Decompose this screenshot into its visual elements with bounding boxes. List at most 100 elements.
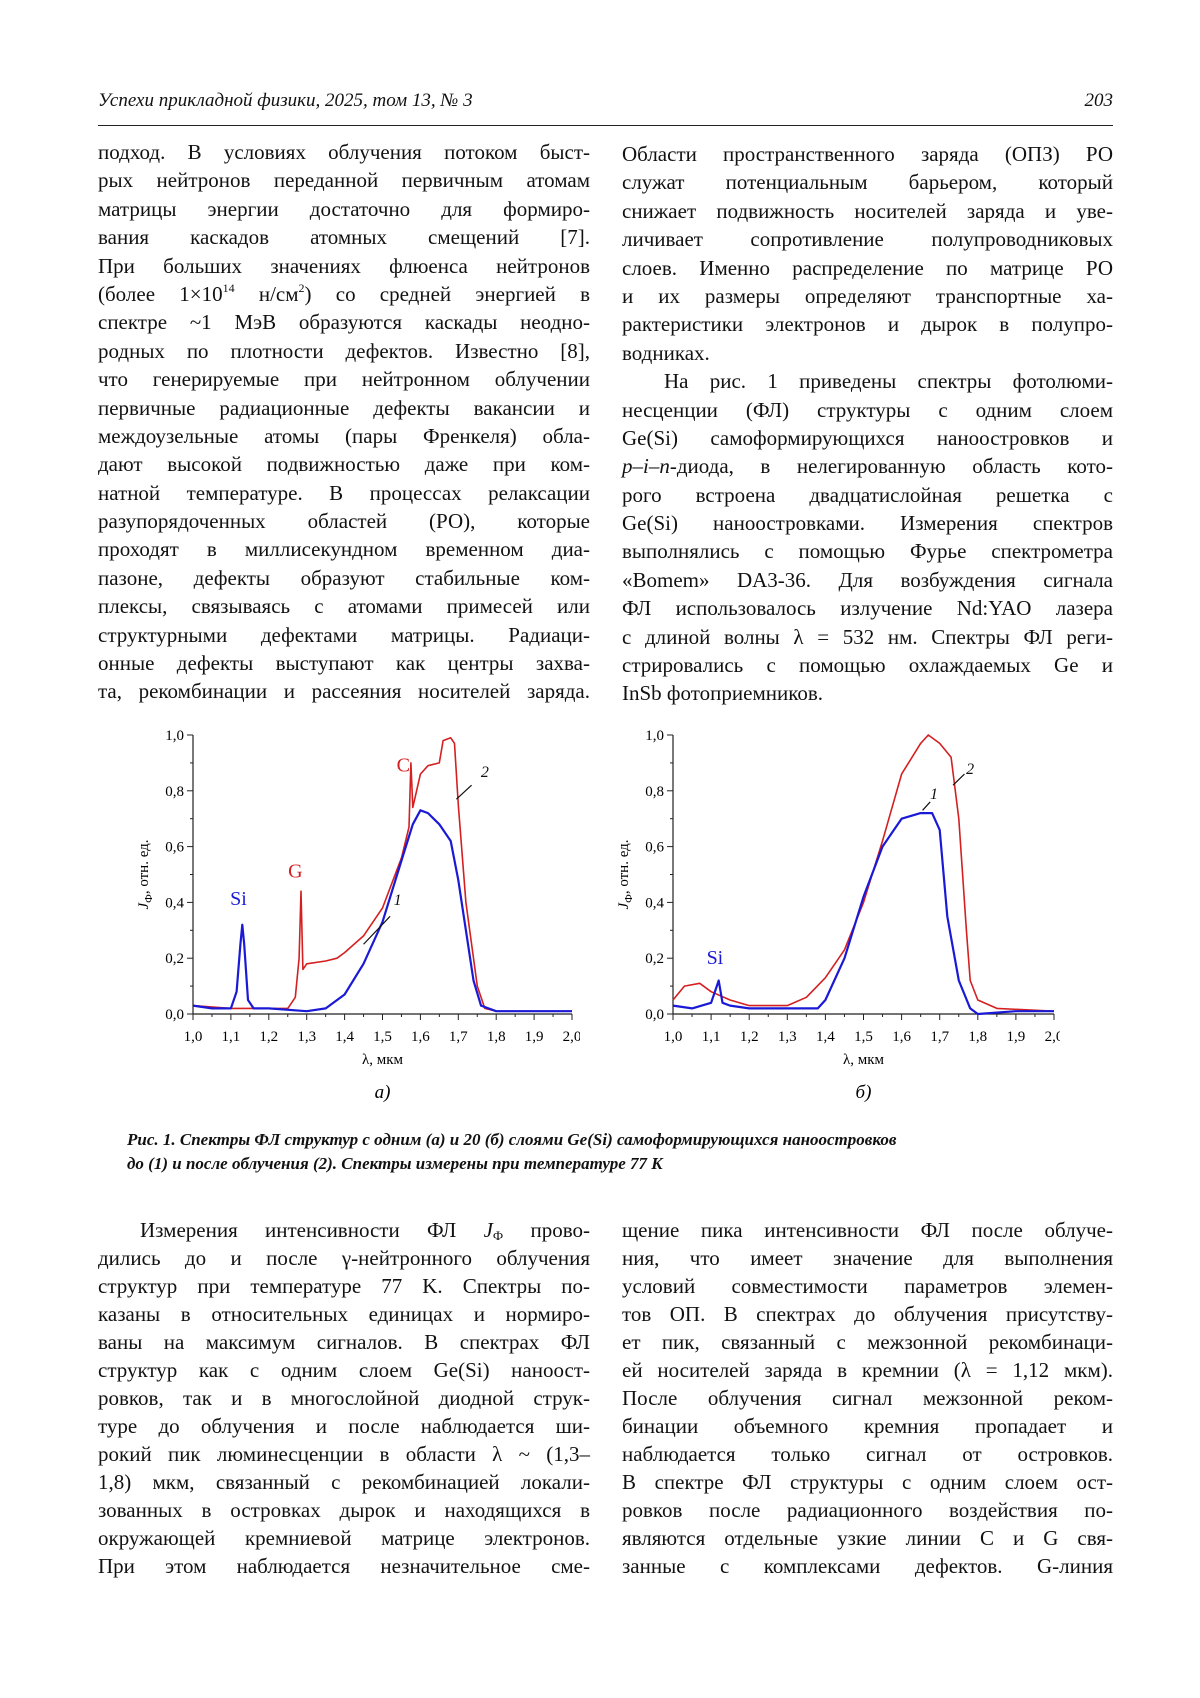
text-line: При больших значениях флюенса нейтронов: [98, 253, 590, 278]
annotation-label: 1: [394, 892, 402, 909]
text-line: Области пространственного заряда (ОПЗ) Р…: [622, 142, 1113, 166]
text-column-bottom-left: Измерения интенсивности ФЛ JФ прово-дили…: [98, 1216, 590, 1580]
text-line: стрировались с помощью охлаждаемых Ge и: [622, 653, 1113, 678]
text-line: p–i–n-диода, в нелегированную область ко…: [622, 452, 1113, 480]
x-tick-label: 1,2: [740, 1029, 759, 1045]
text-line: та, рекомбинации и рассеяния носителей з…: [98, 679, 590, 704]
panel-label: б): [856, 1082, 872, 1103]
text-segment: прово-: [503, 1218, 590, 1242]
text-line: структур как с одним слоем Ge(Si) наноос…: [98, 1358, 590, 1382]
text-line: 1,8) мкм, связанный с рекомбинацией лока…: [98, 1470, 590, 1494]
annotation-label: 2: [481, 764, 489, 781]
annotation-leader: [455, 784, 472, 800]
x-axis-label: λ, мкм: [362, 1052, 404, 1068]
text-line: ваны на максимум сигналов. В спектрах ФЛ: [98, 1330, 590, 1354]
text-column-top-right: Области пространственного заряда (ОПЗ) Р…: [622, 140, 1113, 708]
text-line: служат потенциальным барьером, который: [622, 170, 1113, 195]
text-line: родных по плотности дефектов. Известно […: [98, 338, 590, 363]
text-line: личивает сопротивление полупроводниковых: [622, 227, 1113, 252]
annotation-label: Si: [707, 947, 724, 969]
text-line: В спектре ФЛ структуры с одним слоем ост…: [622, 1470, 1113, 1494]
text-line: рых нейтронов переданной первичным атома…: [98, 168, 590, 193]
text-line: При этом наблюдается незначительное сме-: [98, 1554, 590, 1578]
text-segment: –: [632, 454, 644, 479]
x-tick-label: 1,9: [525, 1029, 544, 1045]
text-line: окружающей кремниевой матрице электронов…: [98, 1526, 590, 1550]
x-tick-label: 1,2: [259, 1029, 278, 1045]
annotation-leader: [952, 773, 965, 786]
text-segment: Ф: [492, 1228, 504, 1243]
annotation-label: 1: [930, 786, 938, 803]
annotation-label: C: [397, 754, 410, 776]
y-label-subscript: Ф: [143, 894, 155, 903]
page-number: 203: [1084, 90, 1114, 111]
annotation-label: 2: [966, 761, 974, 778]
text-line: Ge(Si) наноостровками. Измерения спектро…: [622, 511, 1113, 536]
x-tick-label: 1,1: [222, 1029, 241, 1045]
text-column-bottom-right: щение пика интенсивности ФЛ после облуче…: [622, 1216, 1113, 1580]
text-segment: J: [483, 1218, 493, 1242]
text-line: тов ОП. В спектрах до облучения присутст…: [622, 1302, 1113, 1326]
x-tick-label: 1,4: [335, 1029, 354, 1045]
text-segment: ) со средней энергией в: [304, 281, 591, 306]
text-line: ровков, так и в многослойной диодной стр…: [98, 1386, 590, 1410]
text-line: пазоне, дефекты образуют стабильные ком-: [98, 565, 590, 590]
text-line: На рис. 1 приведены спектры фотолюми-: [664, 369, 1113, 394]
y-tick-label: 0,8: [165, 784, 184, 800]
panel-label: а): [375, 1082, 391, 1103]
text-line: ей носителей заряда в кремнии (λ = 1,12 …: [622, 1358, 1113, 1382]
x-tick-label: 1,8: [968, 1029, 987, 1045]
annotation-label: G: [288, 860, 302, 882]
text-segment: –: [648, 454, 660, 479]
text-line: междоузельные атомы (пары Френкеля) обла…: [98, 423, 590, 448]
text-line: плексы, связываясь с атомами примесей ил…: [98, 594, 590, 619]
text-line: разупорядоченных областей (РО), которые: [98, 509, 590, 534]
text-line: дают высокой подвижностью даже при ком-: [98, 452, 590, 477]
text-line: рого встроена двадцатислойная решетка с: [622, 482, 1113, 507]
text-line: «Bomem» DA3-36. Для возбуждения сигнала: [622, 567, 1113, 592]
y-axis-label: JФ, отн. ед.: [616, 839, 635, 909]
text-line: несценции (ФЛ) структуры с одним слоем: [622, 397, 1113, 422]
text-segment: (более 1×10: [98, 281, 223, 306]
text-segment: н/см: [234, 281, 299, 306]
text-column-top-left: подход. В условиях облучения потоком быс…: [98, 138, 590, 706]
text-line: рокий пик люминесценции в области λ ~ (1…: [98, 1442, 590, 1466]
chart-b: 1,0 1,1 1,2 1,3 1,4 1,5 1,6 1,7 1,8 1,9 2,0 0,0 0,2 0…: [616, 728, 1060, 1103]
annotation-leader: [363, 915, 391, 945]
x-tick-label: 2,0: [563, 1029, 580, 1045]
text-line: ет пик, связанный с межзонной рекомбинац…: [622, 1330, 1113, 1354]
y-label-units: , отн. ед.: [136, 839, 152, 894]
text-line: казаны в относительных единицах и нормир…: [98, 1302, 590, 1326]
x-tick-label: 1,0: [664, 1029, 683, 1045]
text-line: структур при температуре 77 K. Спектры п…: [98, 1274, 590, 1298]
y-tick-label: 0,2: [165, 951, 184, 967]
text-line: бинации объемного кремния пропадает и: [622, 1414, 1113, 1438]
y-tick-label: 0,2: [645, 951, 664, 967]
y-label-subscript: Ф: [623, 894, 635, 903]
x-tick-label: 1,3: [778, 1029, 797, 1045]
text-line: Измерения интенсивности ФЛ JФ прово-: [98, 1216, 590, 1244]
text-line: водниках.: [622, 340, 710, 365]
x-tick-label: 1,7: [449, 1029, 468, 1045]
x-tick-label: 1,7: [930, 1029, 949, 1045]
x-tick-label: 2,0: [1045, 1029, 1060, 1045]
x-tick-label: 1,9: [1007, 1029, 1026, 1045]
text-segment: p: [622, 454, 633, 479]
text-line: Ge(Si) самоформирующихся наноостровков и: [622, 425, 1113, 450]
text-line: рактеристики электронов и дырок в полупр…: [622, 312, 1113, 337]
x-tick-label: 1,1: [702, 1029, 721, 1045]
y-tick-label: 0,0: [645, 1007, 664, 1023]
y-tick-label: 0,8: [645, 784, 664, 800]
x-tick-label: 1,6: [411, 1029, 430, 1045]
y-axis-label: JФ, отн. ед.: [136, 839, 155, 909]
series-1-line: [672, 812, 1054, 1016]
text-line: туре до облучения и после наблюдается ши…: [98, 1414, 590, 1438]
text-line: спектре ~1 МэВ образуются каскады неодно…: [98, 310, 590, 335]
x-tick-label: 1,3: [297, 1029, 316, 1045]
chart-a: 1,0 1,1 1,2 1,3 1,4 1,5 1,6 1,7 1,8 1,9 2,0 0,0 0,2 0…: [136, 728, 580, 1103]
y-label-symbol: J: [616, 902, 632, 910]
text-line: зованных в островках дырок и находящихся…: [98, 1498, 590, 1522]
text-line: что генерируемые при нейтронном облучени…: [98, 367, 590, 392]
text-segment: -диода, в нелегированную область кото-: [669, 454, 1113, 479]
text-line: щение пика интенсивности ФЛ после облуче…: [622, 1218, 1113, 1242]
